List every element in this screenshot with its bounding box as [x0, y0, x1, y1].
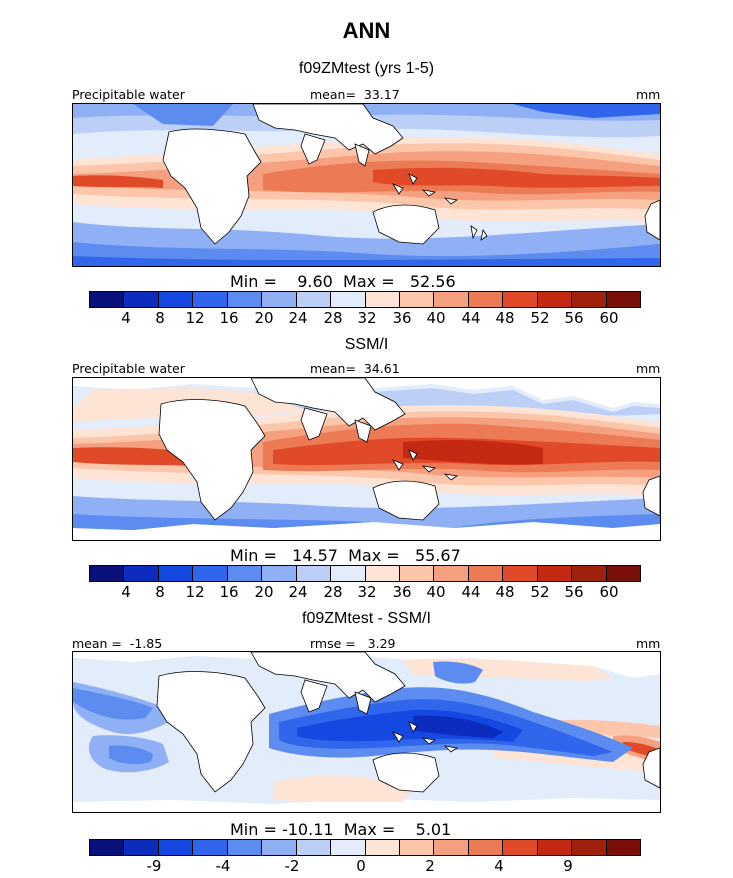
panel-1-tick: 4 — [121, 309, 131, 327]
panel-2-tick: 12 — [185, 583, 205, 601]
panel-3-map — [72, 651, 661, 813]
panel-1-tick: 32 — [357, 309, 377, 327]
panel-2-min-max: Min = 14.57 Max = 55.67 — [230, 546, 461, 565]
panel-3-tick: 9 — [563, 857, 573, 875]
panel-2-tick: 60 — [599, 583, 619, 601]
panel-1-mean-label: mean= 33.17 — [310, 87, 400, 102]
panel-2-tick: 44 — [461, 583, 481, 601]
panel-3-tick: -9 — [146, 857, 162, 875]
panel-1-tick: 48 — [495, 309, 515, 327]
panel-2-tick: 8 — [155, 583, 165, 601]
panel-3-tick: -4 — [215, 857, 231, 875]
panel-3-units-label: mm — [636, 636, 661, 651]
panel-2-tick: 24 — [288, 583, 308, 601]
panel-2-tick: 40 — [426, 583, 446, 601]
panel-2-tick: 32 — [357, 583, 377, 601]
panel-2-tick: 52 — [530, 583, 550, 601]
panel-1-tick: 56 — [564, 309, 584, 327]
panel-3-mean-label: mean = -1.85 — [72, 636, 163, 651]
panel-3-colorbar — [89, 839, 641, 856]
panel-1-variable-label: Precipitable water — [72, 87, 185, 102]
panel-1-tick: 60 — [599, 309, 619, 327]
panel-1-units-label: mm — [636, 87, 661, 102]
panel-3-tick: 2 — [425, 857, 435, 875]
panel-1-tick: 8 — [155, 309, 165, 327]
panel-2-tick: 56 — [564, 583, 584, 601]
panel-1-tick: 40 — [426, 309, 446, 327]
panel-1-tick: 12 — [185, 309, 205, 327]
panel-2-tick: 16 — [219, 583, 239, 601]
panel-2-mean-label: mean= 34.61 — [310, 361, 400, 376]
panel-2-units-label: mm — [636, 361, 661, 376]
panel-3-tick: 4 — [494, 857, 504, 875]
panel-1-tick: 16 — [219, 309, 239, 327]
panel-2-tick: 48 — [495, 583, 515, 601]
panel-2-tick: 36 — [392, 583, 412, 601]
figure-title: ANN — [342, 18, 391, 43]
panel-3-tick: -2 — [284, 857, 300, 875]
panel-2-variable-label: Precipitable water — [72, 361, 185, 376]
panel-1-colorbar — [89, 291, 641, 308]
panel-3-title: f09ZMtest - SSM/I — [302, 610, 431, 627]
panel-1-tick: 52 — [530, 309, 550, 327]
panel-1-tick: 36 — [392, 309, 412, 327]
panel-2-map — [72, 377, 661, 541]
panel-1-tick: 20 — [254, 309, 274, 327]
panel-3-tick: 0 — [356, 857, 366, 875]
panel-3-rmse-label: rmse = 3.29 — [310, 636, 396, 651]
panel-2-tick: 28 — [323, 583, 343, 601]
panel-1-tick: 28 — [323, 309, 343, 327]
panel-2-tick: 4 — [121, 583, 131, 601]
panel-3-min-max: Min = -10.11 Max = 5.01 — [230, 820, 452, 839]
panel-2-tick: 20 — [254, 583, 274, 601]
panel-2-colorbar — [89, 565, 641, 582]
panel-1-tick: 24 — [288, 309, 308, 327]
panel-1-title: f09ZMtest (yrs 1-5) — [298, 60, 435, 77]
panel-2-title: SSM/I — [344, 336, 389, 353]
panel-1-tick: 44 — [461, 309, 481, 327]
panel-1-min-max: Min = 9.60 Max = 52.56 — [230, 272, 456, 291]
panel-1-map — [72, 103, 661, 267]
